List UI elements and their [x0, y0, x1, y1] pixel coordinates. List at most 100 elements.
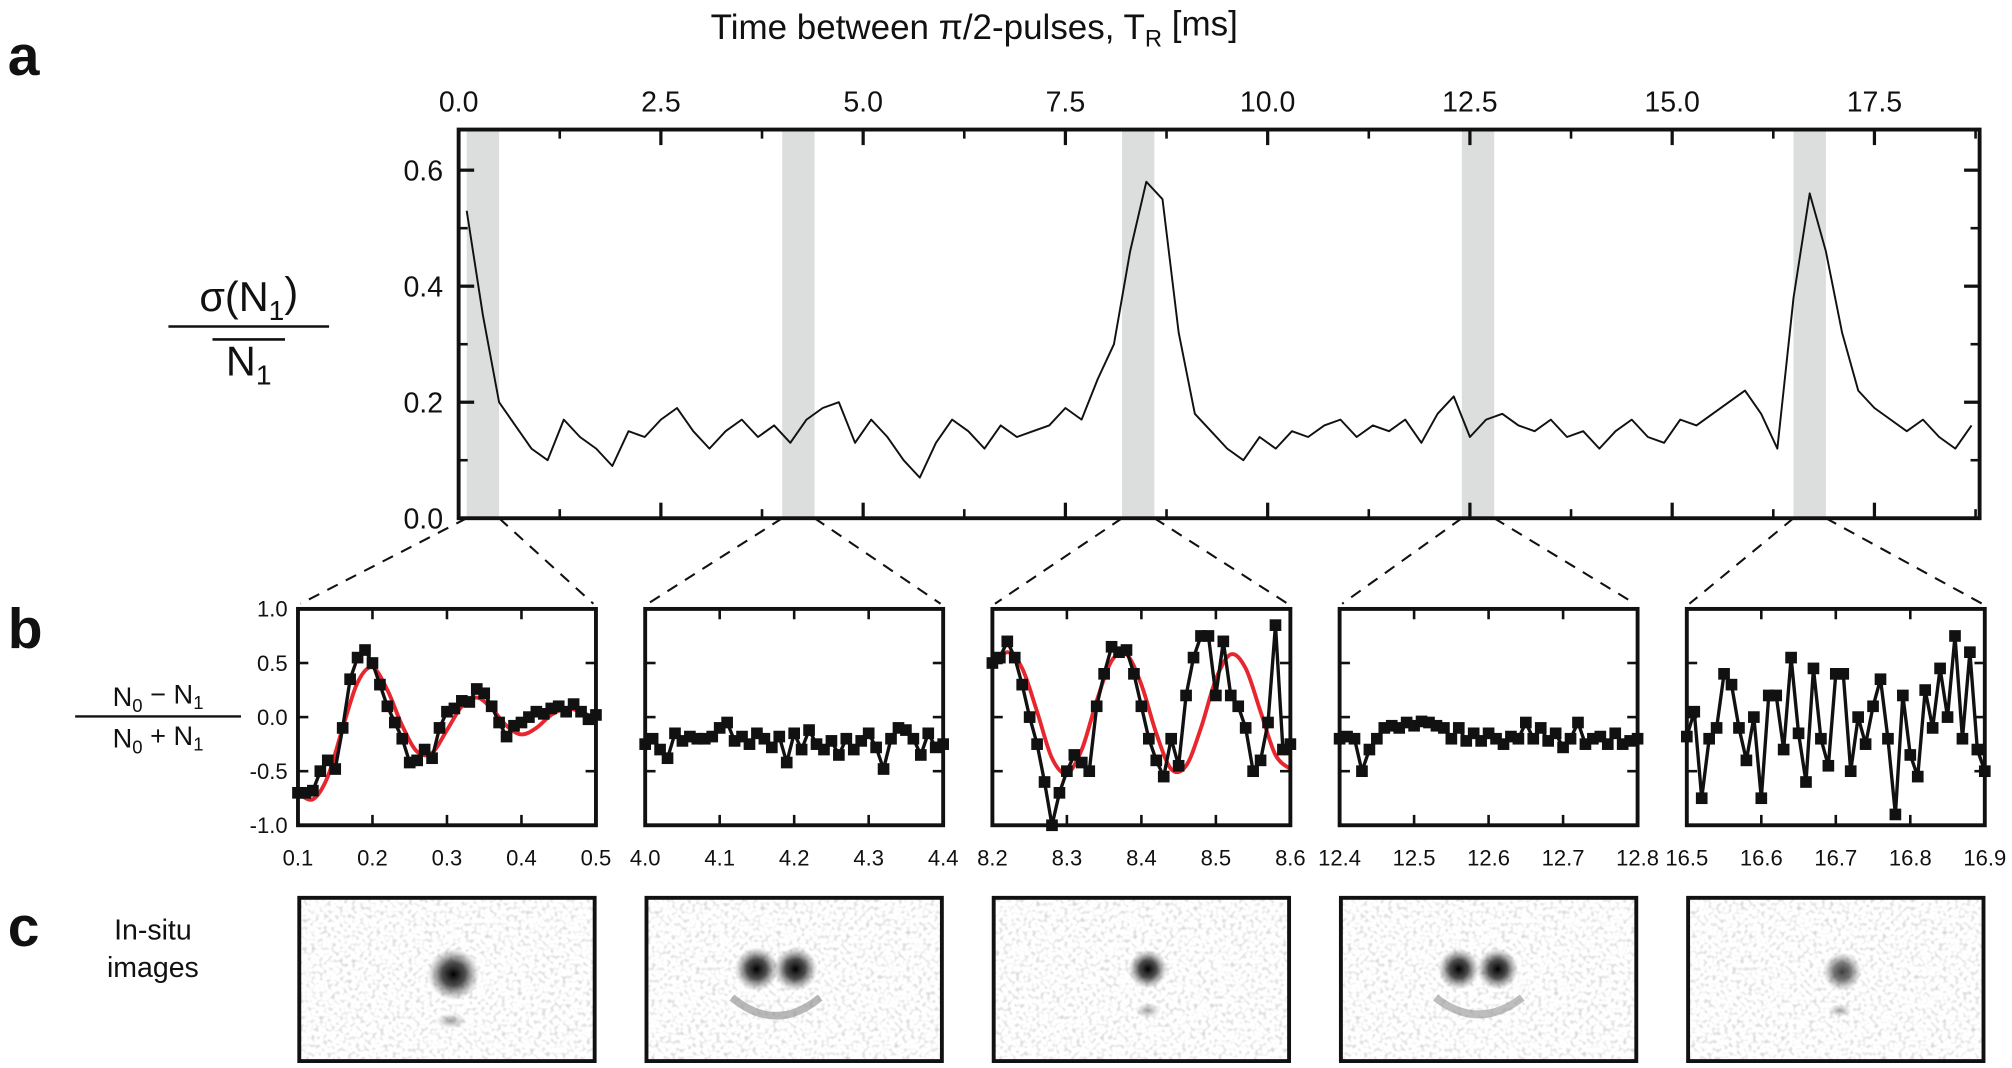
data-point [426, 752, 438, 765]
data-point [1438, 722, 1450, 734]
data-point [1971, 743, 1984, 756]
data-point [736, 730, 748, 743]
data-point [552, 700, 565, 713]
data-point [545, 702, 558, 715]
zoom-connector [994, 517, 1123, 605]
y-tick-label: -1.0 [250, 813, 288, 838]
image [991, 895, 1292, 1064]
data-point [456, 695, 468, 707]
data-point [994, 651, 1006, 664]
data-point [1180, 689, 1192, 702]
data-point [1269, 619, 1282, 631]
data-point [1008, 651, 1021, 664]
data-point [1800, 776, 1812, 788]
panel-label: a [8, 24, 41, 88]
plot-frame [1337, 606, 1640, 828]
zoom-connector [1341, 517, 1463, 605]
data-point [1837, 667, 1850, 680]
data-point [1725, 678, 1738, 691]
data-point [1882, 732, 1894, 745]
x-axis-title: Time between π/2-pulses, TR [ms] [711, 4, 1238, 52]
data-point [1695, 792, 1708, 805]
x-tick-label: 0.1 [283, 845, 314, 870]
data-point [1534, 722, 1547, 734]
data-point [1624, 735, 1636, 747]
y-tick-label: 0.6 [403, 156, 443, 188]
data-point [1452, 722, 1465, 734]
data-point [403, 756, 416, 769]
data-point [721, 716, 733, 729]
y-axis-title-part: 1 [193, 734, 203, 755]
plot-frame [643, 606, 946, 828]
zoom-connector [1825, 517, 1983, 605]
data-point [1542, 735, 1555, 747]
data-point [1195, 630, 1207, 642]
data-point [1217, 635, 1230, 648]
data-point [676, 735, 689, 747]
data-point [1740, 754, 1753, 767]
data-point [1512, 732, 1525, 745]
data-point [1224, 689, 1237, 702]
x-tick-label: 15.0 [1644, 86, 1699, 118]
data-point [1490, 732, 1502, 745]
x-tick-label: 8.4 [1126, 845, 1157, 870]
y-tick-label: 0.5 [257, 651, 288, 676]
data-point [411, 754, 423, 767]
x-axis-title-part: R [1145, 25, 1162, 52]
highlight-band [1461, 129, 1495, 519]
data-point [344, 673, 356, 686]
fit-curve [990, 650, 1292, 776]
x-tick-label: 4.2 [779, 845, 810, 870]
data-point [463, 696, 476, 708]
data-point [1867, 700, 1879, 713]
data-point [1482, 727, 1495, 740]
data-point [1572, 716, 1584, 729]
data-point [485, 700, 498, 713]
x-tick-label: 0.2 [357, 845, 388, 870]
y-tick-label: 1.0 [257, 597, 288, 622]
data-point [388, 716, 401, 729]
x-tick-label: 0.4 [506, 845, 537, 870]
data-point [1815, 732, 1827, 745]
zoom-connector [1153, 517, 1289, 605]
data-point [922, 727, 935, 740]
data-point [396, 732, 409, 745]
data-point [1829, 667, 1842, 680]
x-tick-label: 0.0 [439, 86, 479, 118]
data-point [1120, 644, 1133, 656]
in-situ-images [297, 895, 1986, 1064]
data-point [743, 738, 756, 750]
zoom-connector [1688, 517, 1795, 605]
data-point [1254, 754, 1267, 767]
x-tick-label: 4.4 [928, 845, 959, 870]
x-tick-label: 0.3 [432, 845, 463, 870]
data-point [1852, 711, 1864, 723]
data-point [1497, 738, 1510, 750]
data-point [1587, 732, 1599, 745]
data-point [470, 683, 483, 695]
y-axis-title-part: − N [143, 678, 194, 709]
data-point [1859, 738, 1872, 750]
data-point [698, 732, 711, 745]
data-point [818, 743, 830, 756]
x-tick-label: 12.8 [1616, 845, 1659, 870]
data-point [351, 651, 364, 664]
data-point [929, 741, 942, 754]
data-point [1844, 765, 1857, 778]
data-point [321, 754, 334, 767]
x-tick-label: 8.3 [1052, 845, 1083, 870]
panel-label: c [8, 895, 40, 959]
data-point [1262, 716, 1274, 729]
data-point [1083, 765, 1096, 778]
data-point [1157, 770, 1170, 783]
data-point [1549, 727, 1562, 740]
data-point [1210, 689, 1222, 702]
data-point [575, 705, 587, 718]
data-point [1718, 667, 1730, 680]
data-point [1415, 715, 1428, 728]
y-tick-label: -0.5 [250, 759, 288, 784]
x-tick-label: 4.0 [630, 845, 661, 870]
data-point [907, 732, 920, 745]
data-point [508, 719, 520, 732]
